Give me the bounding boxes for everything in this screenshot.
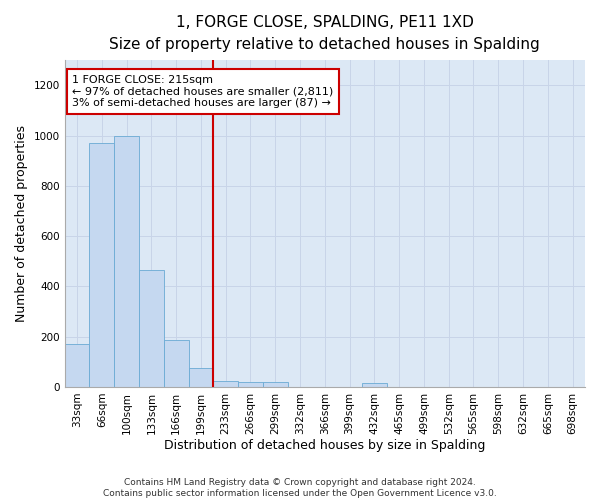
Bar (65, 344, 89, 387)
Bar (214, 380, 238, 387)
Y-axis label: Number of detached properties: Number of detached properties (15, 125, 28, 322)
Bar (188, 368, 214, 387)
Bar (114, 136, 139, 387)
X-axis label: Distribution of detached houses by size in Spalding: Distribution of detached houses by size … (164, 440, 485, 452)
Bar (89, 143, 114, 387)
Text: 1 FORGE CLOSE: 215sqm
← 97% of detached houses are smaller (2,811)
3% of semi-de: 1 FORGE CLOSE: 215sqm ← 97% of detached … (73, 75, 334, 108)
Bar (139, 270, 164, 387)
Bar (263, 382, 287, 387)
Bar (362, 383, 387, 387)
Text: Contains HM Land Registry data © Crown copyright and database right 2024.
Contai: Contains HM Land Registry data © Crown c… (103, 478, 497, 498)
Title: 1, FORGE CLOSE, SPALDING, PE11 1XD
Size of property relative to detached houses : 1, FORGE CLOSE, SPALDING, PE11 1XD Size … (109, 15, 540, 52)
Bar (164, 340, 188, 387)
Bar (238, 382, 263, 387)
